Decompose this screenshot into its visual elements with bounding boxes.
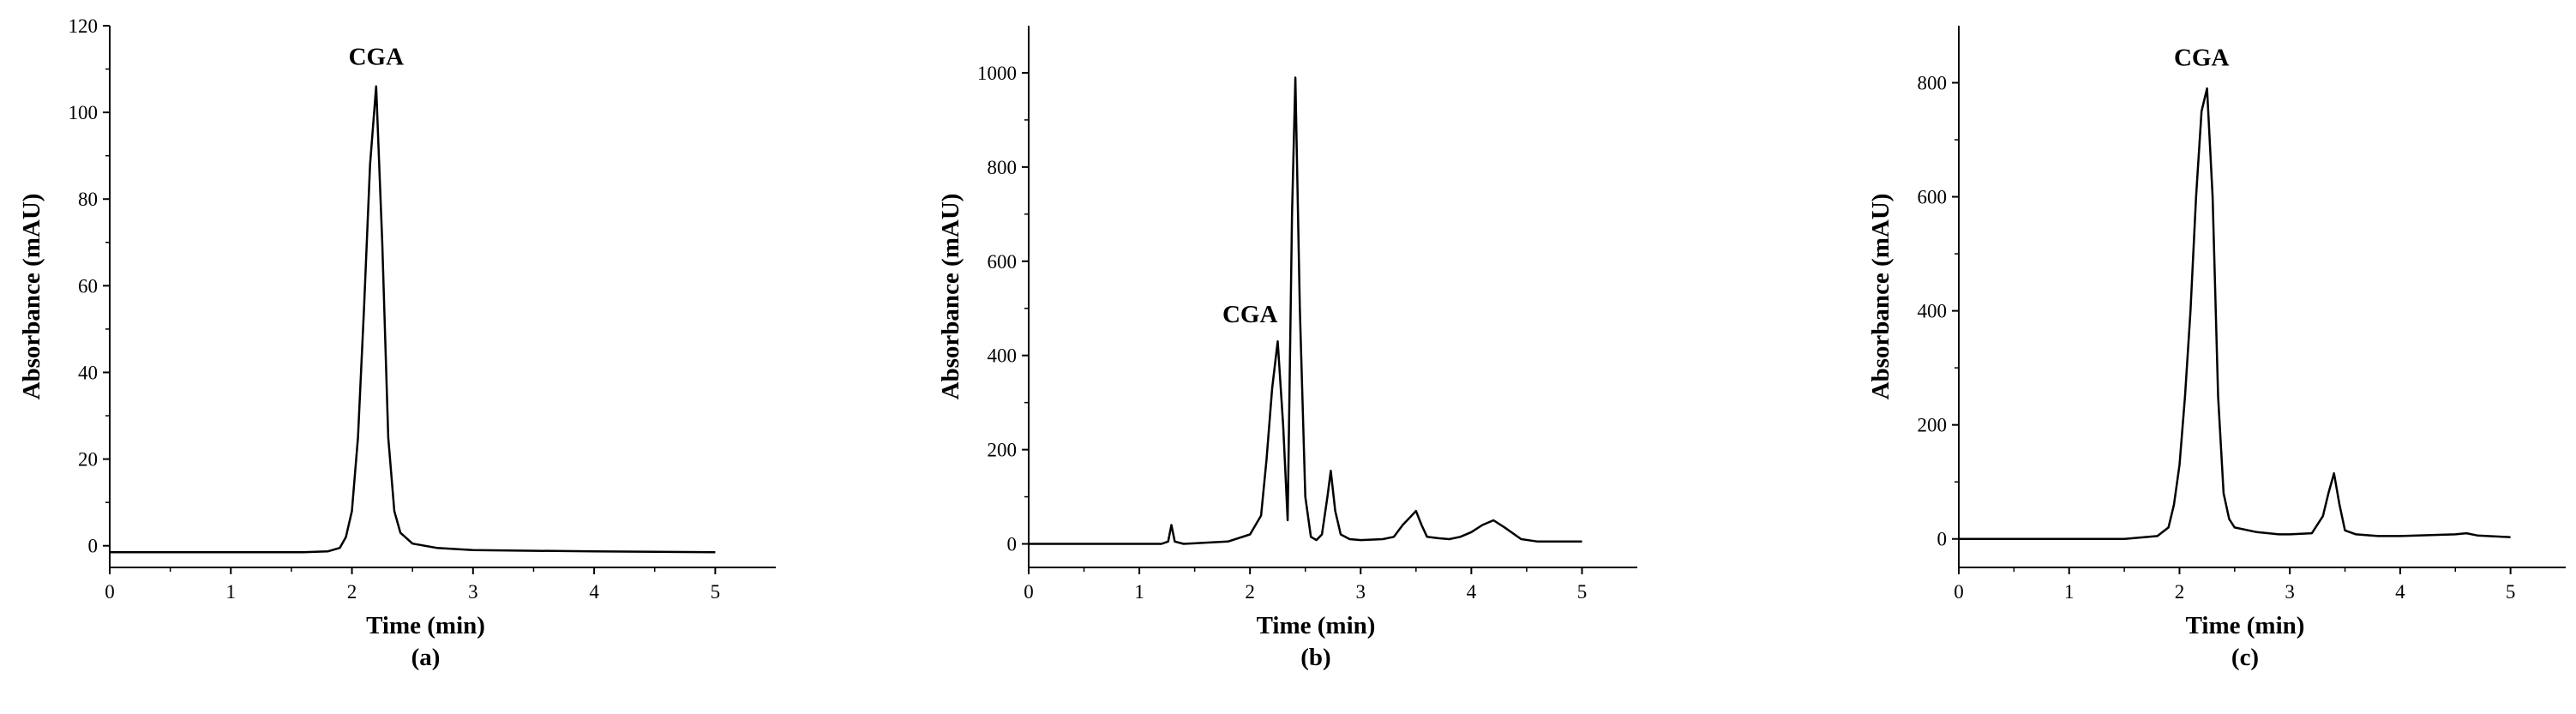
y-tick-label: 600: [988, 251, 1018, 273]
x-tick-label: 1: [2064, 581, 2075, 603]
x-tick-label: 1: [1134, 581, 1144, 603]
x-tick-label: 4: [1467, 581, 1477, 603]
y-tick-label: 1000: [977, 63, 1017, 84]
y-tick-label: 200: [988, 440, 1018, 461]
x-tick-label: 4: [589, 581, 599, 603]
chart-panel-2: 0 1 2 3 4 5 0 200 400 600 800 1000 CGA Time (min) (b) A…: [937, 26, 1637, 671]
peak-label: CGA: [349, 44, 405, 71]
y-tick-label: 0: [88, 536, 99, 557]
y-tick-label: 0: [1937, 529, 1948, 550]
x-tick-label: 1: [226, 581, 237, 603]
x-tick-label: 4: [2395, 581, 2405, 603]
chromatogram-series-line: [1029, 76, 1582, 545]
y-tick-label: 400: [988, 345, 1018, 367]
peak-label: CGA: [2174, 45, 2230, 72]
chart-panel-1: 0 1 2 3 4 5 0 20 40 60 80 100 120 CGA Time (min) (a) Abs…: [18, 15, 776, 671]
y-tick-label: 400: [1918, 301, 1948, 322]
x-tick-label: 3: [1356, 581, 1366, 603]
x-tick-label: 0: [105, 581, 115, 603]
y-tick-label: 100: [69, 102, 99, 123]
y-tick-label: 800: [988, 157, 1018, 178]
y-tick-label: 800: [1918, 73, 1948, 94]
y-tick-label: 20: [78, 449, 98, 471]
x-tick-label: 5: [711, 581, 721, 603]
x-tick-label: 5: [2506, 581, 2516, 603]
chart-panel-3: 0 1 2 3 4 5 0 200 400 600 800 CGA Time (min) (c) Absor…: [1867, 26, 2566, 671]
y-axis-title: Absorbance (mAU): [1867, 194, 1894, 400]
y-axis-title: Absorbance (mAU): [18, 194, 45, 400]
peak-label: CGA: [1222, 301, 1278, 328]
panel-label: (a): [411, 644, 441, 671]
x-tick-label: 2: [2175, 581, 2185, 603]
y-tick-label: 60: [78, 275, 98, 297]
y-tick-label: 120: [69, 15, 99, 37]
x-tick-label: 2: [347, 581, 357, 603]
y-tick-label: 200: [1918, 415, 1948, 436]
x-tick-label: 3: [2285, 581, 2295, 603]
x-axis-title: Time (min): [366, 612, 485, 639]
chromatogram-series-line: [110, 85, 716, 554]
panel-label: (b): [1300, 644, 1330, 671]
x-axis-title: Time (min): [1257, 612, 1376, 639]
x-axis-title: Time (min): [2186, 612, 2305, 639]
y-tick-label: 40: [78, 362, 98, 383]
x-tick-label: 0: [1024, 581, 1034, 603]
y-tick-label: 0: [1007, 534, 1018, 555]
chromatogram-series-line: [1959, 87, 2511, 540]
x-tick-label: 5: [1577, 581, 1588, 603]
x-tick-label: 3: [468, 581, 478, 603]
y-axis-title: Absorbance (mAU): [937, 194, 964, 400]
y-tick-label: 600: [1918, 187, 1948, 208]
x-tick-label: 0: [1954, 581, 1964, 603]
x-tick-label: 2: [1245, 581, 1255, 603]
y-tick-label: 80: [78, 189, 98, 210]
panel-label: (c): [2231, 644, 2259, 671]
